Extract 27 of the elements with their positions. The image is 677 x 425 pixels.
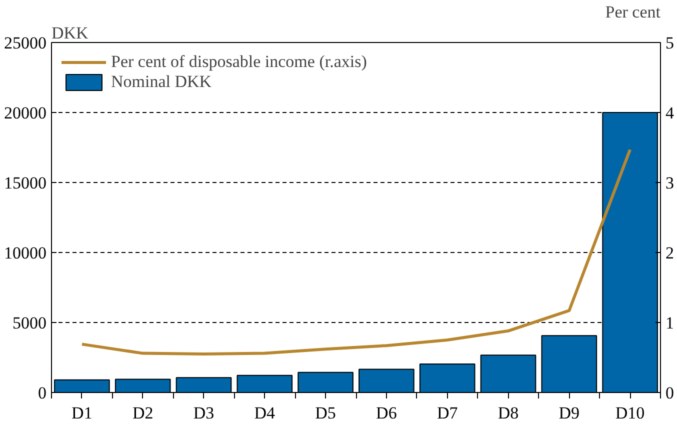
x-tick-label: D5 bbox=[315, 404, 336, 422]
x-tick-label: D7 bbox=[436, 404, 458, 422]
y-tick-label: 0 bbox=[38, 384, 46, 402]
x-tick-label: D1 bbox=[72, 404, 92, 422]
y-tick-label: 5000 bbox=[12, 314, 46, 332]
y-tick-label: 25000 bbox=[4, 34, 46, 52]
y-axis-title: DKK bbox=[52, 24, 90, 42]
legend-label: Per cent of disposable income (r.axis) bbox=[111, 52, 367, 72]
legend-label: Nominal DKK bbox=[111, 72, 212, 92]
y2-tick-label: 3 bbox=[666, 174, 674, 192]
x-tick-label: D10 bbox=[615, 404, 645, 422]
line-series bbox=[80, 148, 632, 356]
y2-tick-label: 0 bbox=[666, 384, 674, 402]
y-tick-label: 15000 bbox=[4, 174, 46, 192]
y2-axis-title: Per cent bbox=[605, 2, 661, 22]
x-tick-label: D9 bbox=[558, 404, 580, 422]
x-tick-label: D2 bbox=[132, 404, 154, 422]
x-tick-label: D3 bbox=[193, 404, 214, 422]
x-tick-label: D4 bbox=[254, 404, 276, 422]
x-tick-label: D6 bbox=[376, 404, 397, 422]
y-tick-label: 10000 bbox=[4, 244, 46, 262]
x-tick-label: D8 bbox=[498, 404, 519, 422]
y2-tick-label: 1 bbox=[666, 314, 674, 332]
y2-tick-label: 5 bbox=[666, 34, 674, 52]
y2-tick-label: 2 bbox=[666, 244, 674, 262]
y2-tick-label: 4 bbox=[666, 104, 674, 122]
y-tick-label: 20000 bbox=[4, 104, 46, 122]
